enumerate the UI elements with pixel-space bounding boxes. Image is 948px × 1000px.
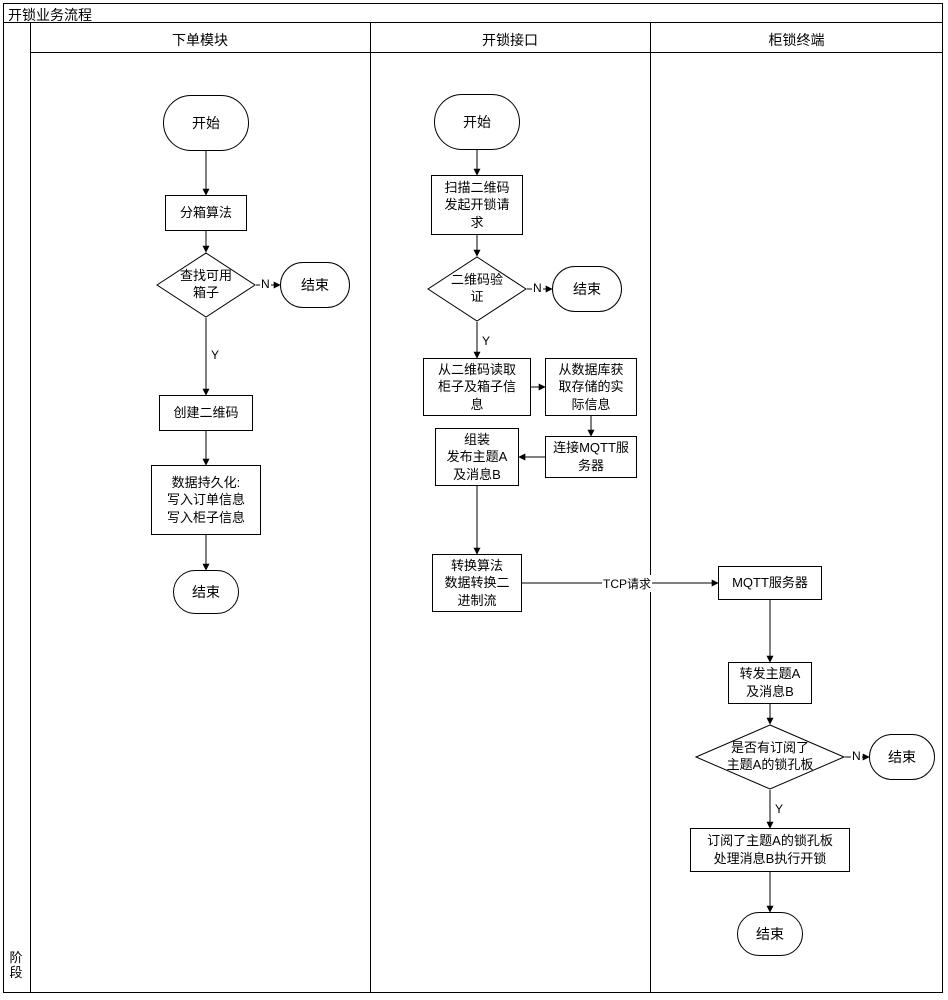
edge-label-l2_d1-l2_end_n: N <box>532 281 543 295</box>
node-l2_p3: 从数据库获取存储的实际信息 <box>545 358 637 416</box>
lane-divider-1 <box>370 22 371 993</box>
node-l1_end: 结束 <box>173 570 239 614</box>
node-l2_p1: 扫描二维码发起开锁请求 <box>431 175 523 235</box>
node-l3_p3: 订阅了主题A的锁孔板处理消息B执行开锁 <box>690 828 850 872</box>
node-l3_p2: 转发主题A及消息B <box>728 662 812 704</box>
node-l1_p3: 数据持久化:写入订单信息写入柜子信息 <box>151 465 261 535</box>
node-l1_start: 开始 <box>163 95 249 151</box>
node-l2_d1: 二维码验证 <box>427 256 527 322</box>
edge-label-l2_d1-l2_p2: Y <box>481 334 491 348</box>
header-bottom-line <box>30 52 943 53</box>
node-l3_end_n: 结束 <box>869 734 935 780</box>
edge-label-l1_d1-l1_end_n: N <box>260 277 271 291</box>
lane-header-3: 柜锁终端 <box>650 30 943 50</box>
phase-label: 阶段 <box>7 950 25 980</box>
node-l2_p2: 从二维码读取柜子及箱子信息 <box>423 358 531 416</box>
edge-label-l3_d1-l3_p3: Y <box>774 802 784 816</box>
node-l3_p1: MQTT服务器 <box>718 566 822 600</box>
lane-header-2: 开锁接口 <box>370 30 650 50</box>
node-l1_end_n: 结束 <box>280 262 350 308</box>
node-l2_p6: 转换算法数据转换二进制流 <box>432 554 522 612</box>
edge-label-l3_d1-l3_end_n: N <box>851 749 862 763</box>
flowchart-canvas: 开锁业务流程 阶段 下单模块 开锁接口 柜锁终端 开始分箱算法查找可用箱子结束创… <box>0 0 948 1000</box>
node-l3_end: 结束 <box>737 912 803 956</box>
edge-label-l2_p6-l3_p1: TCP请求 <box>602 575 652 592</box>
node-l2_p5: 组装发布主题A及消息B <box>435 428 519 486</box>
node-l2_p4: 连接MQTT服务器 <box>545 436 637 478</box>
header-top-line <box>3 22 943 23</box>
node-l3_d1: 是否有订阅了主题A的锁孔板 <box>695 724 845 790</box>
node-l1_p2: 创建二维码 <box>159 395 253 431</box>
node-l1_d1: 查找可用箱子 <box>156 252 256 318</box>
edge-label-l1_d1-l1_p2: Y <box>210 348 220 362</box>
lane-divider-2 <box>650 22 651 993</box>
node-l1_p1: 分箱算法 <box>165 195 247 231</box>
node-l2_end_n: 结束 <box>552 266 622 312</box>
node-l2_start: 开始 <box>434 94 520 150</box>
phase-divider <box>30 22 31 993</box>
lane-header-1: 下单模块 <box>30 30 370 50</box>
